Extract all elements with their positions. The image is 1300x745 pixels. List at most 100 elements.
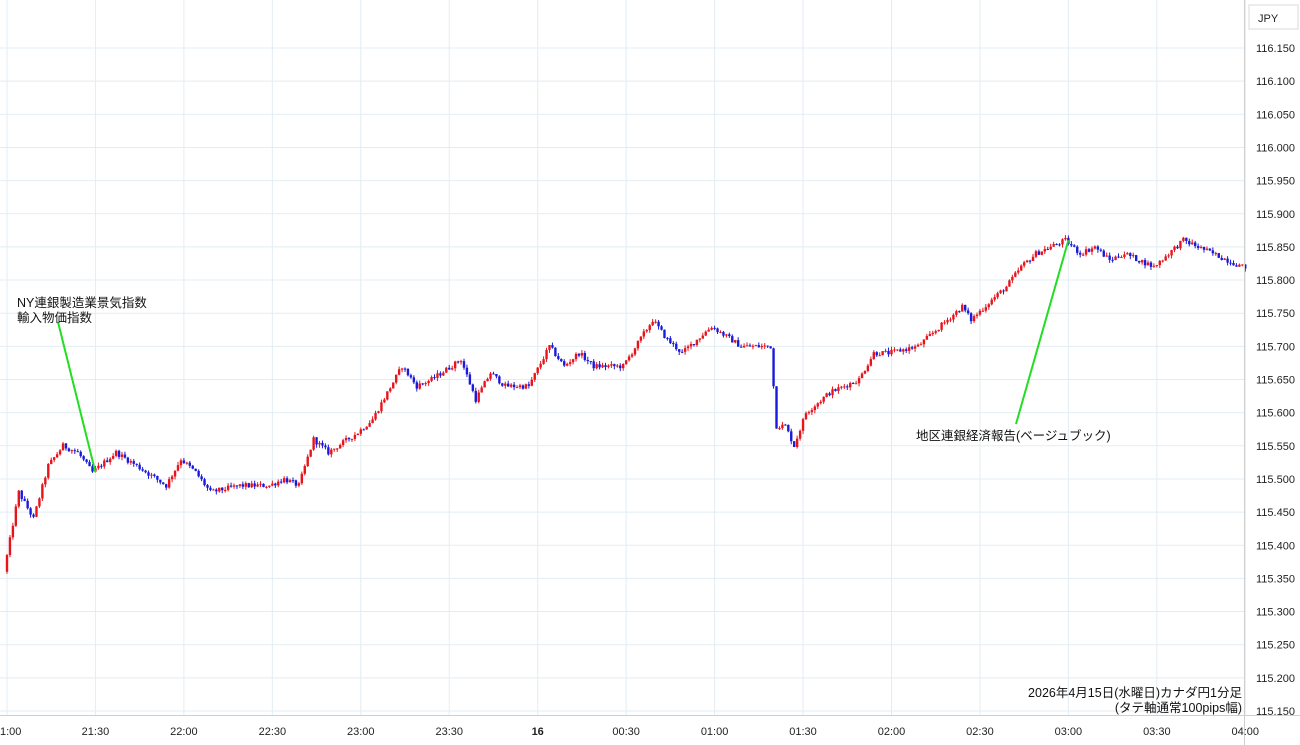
candle [943,320,946,325]
candle [565,362,569,367]
candle [1126,251,1129,255]
candle [430,375,433,383]
candle [153,473,156,478]
candle [937,329,940,332]
candle [843,383,846,389]
candle [636,340,640,351]
candle [356,433,360,436]
candle [1235,263,1238,267]
candle [185,461,189,465]
candle [1105,252,1108,257]
candle [132,458,135,467]
candle [577,352,581,358]
y-tick-label: 115.700 [1256,341,1295,353]
candle [834,388,837,392]
candle [1149,261,1153,270]
candle [191,464,194,470]
candle [389,387,392,393]
candle [1028,259,1032,264]
candle [182,457,186,465]
candle [179,458,183,469]
annotation-leader-line [57,321,97,473]
candle [925,333,929,340]
candle [539,360,542,370]
candle [501,382,504,387]
candle [592,359,595,371]
candle [156,475,159,483]
candle [1043,245,1047,254]
candle [633,347,637,357]
y-tick-label: 115.150 [1256,706,1295,718]
candle [70,449,74,454]
candle [288,478,292,483]
candle [1064,234,1067,241]
candle [392,382,395,389]
candle [247,482,250,488]
candle [902,348,905,355]
candle [545,347,548,363]
candle [728,332,731,338]
candle [277,479,280,488]
candle [1211,247,1215,256]
candle [1223,258,1226,261]
candle [47,462,50,480]
candle [29,507,32,518]
candle [734,339,737,344]
annotation-label: 輸入物価指数 [17,310,93,325]
candle [881,351,884,356]
x-tick-label: 04:00 [1232,726,1260,738]
candle [660,325,663,331]
candle [11,522,15,540]
candle [875,351,878,357]
candle [150,472,153,479]
candle [76,448,79,453]
candle [1232,260,1235,266]
candle [397,366,401,376]
candle [916,343,920,348]
y-tick-label: 115.400 [1256,540,1295,552]
candle [574,352,578,362]
candle [1061,238,1064,248]
candle [173,470,177,480]
candle [910,345,914,350]
candle [1040,251,1044,256]
candle [607,364,610,369]
candle [371,416,374,424]
candle [55,451,59,459]
candle [471,383,475,393]
candle [568,359,572,367]
annotation-label: NY連銀製造業景気指数 [17,295,147,310]
candle [106,457,109,463]
candle [1025,259,1029,263]
candle [374,410,377,421]
candle [291,477,295,483]
candle [1155,264,1159,268]
candle [518,383,522,389]
candle [403,367,407,372]
candle [819,399,822,405]
candle [642,328,646,340]
candle [61,442,65,451]
candle [347,437,351,442]
candle [719,330,722,334]
candle [1117,253,1120,259]
candle [477,389,480,404]
candle [456,360,460,364]
candle [462,358,466,370]
candle [170,474,174,483]
candle [250,480,253,489]
candle [969,312,973,325]
candle [563,359,566,367]
candle [1226,256,1229,266]
candle [412,375,416,385]
candle [206,484,209,491]
candle [1078,250,1082,258]
candle [707,327,710,332]
candle [999,289,1002,295]
candle [648,323,651,333]
candle [680,349,684,354]
candle [383,397,386,404]
candle [359,427,362,436]
candle [601,362,604,369]
